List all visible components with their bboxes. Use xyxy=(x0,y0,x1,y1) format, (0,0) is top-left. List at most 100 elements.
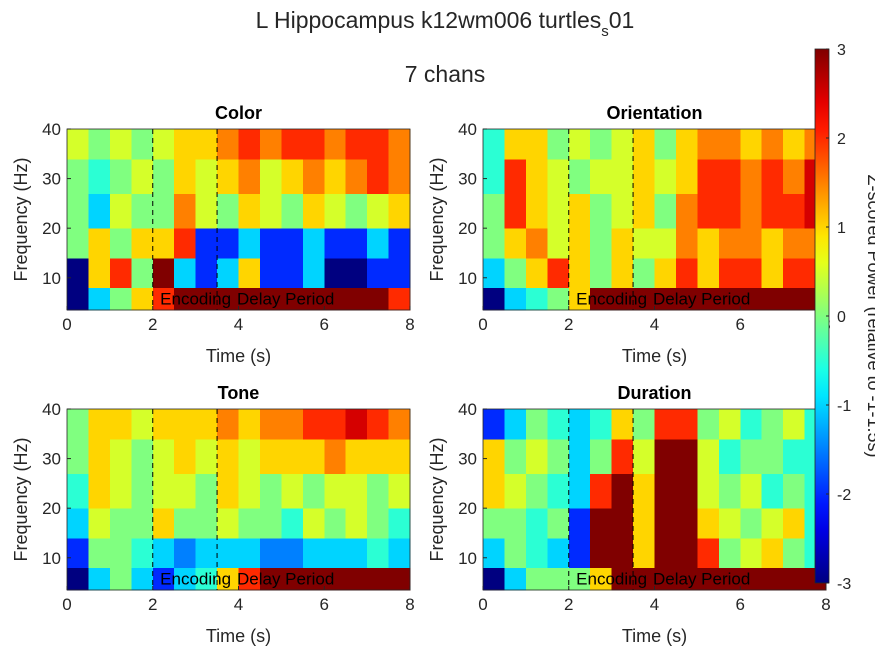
heatmap-cell xyxy=(568,537,591,569)
heatmap-cell xyxy=(281,193,304,229)
heatmap-cell xyxy=(217,257,239,289)
heatmap-cell xyxy=(259,129,282,160)
heatmap-cell xyxy=(483,257,505,289)
heatmap-cell xyxy=(302,473,325,509)
heatmap-cell xyxy=(174,473,197,509)
heatmap-cell xyxy=(238,508,261,539)
y-tick-label: 40 xyxy=(42,120,61,139)
heatmap-cell xyxy=(195,473,218,509)
heatmap-cell xyxy=(131,228,154,259)
heatmap-cell xyxy=(675,228,698,259)
heatmap-cell xyxy=(345,567,368,591)
heatmap-cell xyxy=(217,473,239,509)
heatmap-cell xyxy=(388,537,411,569)
heatmap-cell xyxy=(174,409,197,440)
heatmap-cell xyxy=(504,158,527,194)
heatmap-cell xyxy=(740,158,763,194)
heatmap-cell xyxy=(217,193,239,229)
heatmap-cell xyxy=(654,567,677,591)
heatmap-cell xyxy=(590,158,613,194)
heatmap-cell xyxy=(525,287,548,311)
x-axis-label: Time (s) xyxy=(206,346,271,366)
heatmap-cell xyxy=(259,158,282,194)
heatmap-cell xyxy=(633,129,655,160)
heatmap-cell xyxy=(568,409,591,440)
heatmap-cell xyxy=(675,537,698,569)
heatmap-cell xyxy=(654,129,677,160)
x-tick-label: 4 xyxy=(234,595,243,614)
heatmap-cell xyxy=(388,473,411,509)
heatmap-cell xyxy=(783,537,806,569)
x-tick-label: 6 xyxy=(736,315,745,334)
heatmap-cell xyxy=(547,508,570,539)
heatmap-cell xyxy=(195,287,218,311)
heatmap-cell xyxy=(324,438,347,474)
heatmap-cell xyxy=(740,193,763,229)
colorbar-tick-label: -1 xyxy=(837,398,851,415)
heatmap-cell xyxy=(718,129,741,160)
heatmap-cell xyxy=(388,129,411,160)
heatmap-cell xyxy=(547,287,570,311)
x-tick-label: 0 xyxy=(478,595,487,614)
heatmap-cell xyxy=(633,438,655,474)
heatmap-cell xyxy=(783,287,806,311)
heatmap-cell xyxy=(281,508,304,539)
heatmap-cell xyxy=(345,193,368,229)
heatmap-cell xyxy=(633,228,655,259)
heatmap-cell xyxy=(388,193,411,229)
heatmap-cell xyxy=(504,193,527,229)
heatmap-cell xyxy=(504,438,527,474)
heatmap-cell xyxy=(611,158,634,194)
heatmap-cell xyxy=(525,473,548,509)
heatmap-cell xyxy=(345,158,368,194)
heatmap-cell xyxy=(324,473,347,509)
heatmap-cell xyxy=(195,158,218,194)
heatmap-cell xyxy=(195,257,218,289)
heatmap-cell xyxy=(152,537,175,569)
heatmap-cell xyxy=(259,193,282,229)
heatmap-cell xyxy=(697,287,720,311)
y-tick-label: 40 xyxy=(42,400,61,419)
y-tick-label: 10 xyxy=(458,549,477,568)
heatmap-cell xyxy=(761,158,784,194)
heatmap-cell xyxy=(525,158,548,194)
heatmap-cell xyxy=(131,473,154,509)
x-tick-label: 0 xyxy=(62,595,71,614)
heatmap-cell xyxy=(388,228,411,259)
heatmap-cell xyxy=(302,129,325,160)
heatmap-cell xyxy=(238,409,261,440)
heatmap-cell xyxy=(88,228,111,259)
panel-title: Tone xyxy=(218,383,260,403)
heatmap-cell xyxy=(783,567,806,591)
heatmap-cell xyxy=(547,409,570,440)
heatmap-cell xyxy=(109,257,132,289)
heatmap-cell xyxy=(324,409,347,440)
y-tick-label: 20 xyxy=(458,219,477,238)
colorbar-tick-label: -3 xyxy=(837,576,851,593)
heatmap-cell xyxy=(697,567,720,591)
heatmap-cell xyxy=(259,537,282,569)
annotation: Delay Period xyxy=(237,290,334,309)
y-tick-label: 20 xyxy=(458,499,477,518)
heatmap-cell xyxy=(740,257,763,289)
heatmap-cell xyxy=(302,158,325,194)
heatmap-cell xyxy=(67,409,89,440)
heatmap-cell xyxy=(697,158,720,194)
heatmap-cell xyxy=(88,287,111,311)
colorbar-tick-label: -2 xyxy=(837,487,851,504)
heatmap-cell xyxy=(109,567,132,591)
heatmap-cell xyxy=(525,508,548,539)
heatmap-cell xyxy=(238,287,261,311)
title-part: 01 xyxy=(609,7,635,33)
heatmap-cell xyxy=(483,228,505,259)
x-tick-label: 4 xyxy=(234,315,243,334)
heatmap-cell xyxy=(590,567,613,591)
heatmap-cell xyxy=(174,129,197,160)
heatmap-cell xyxy=(740,129,763,160)
heatmap-cell xyxy=(611,287,634,311)
heatmap-cell xyxy=(633,257,655,289)
heatmap-cells xyxy=(483,129,827,311)
heatmap-cell xyxy=(697,129,720,160)
heatmap-cell xyxy=(131,129,154,160)
